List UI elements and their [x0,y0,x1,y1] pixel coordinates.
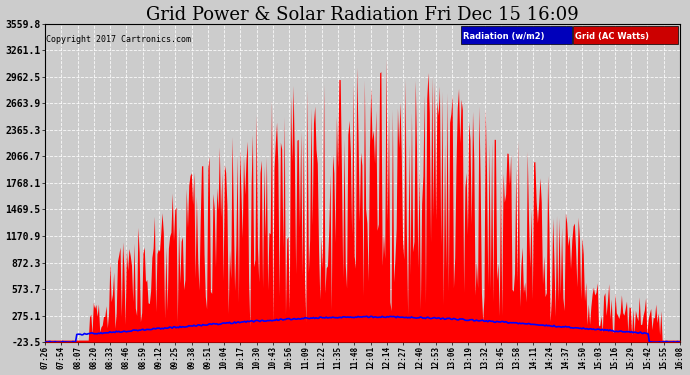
Title: Grid Power & Solar Radiation Fri Dec 15 16:09: Grid Power & Solar Radiation Fri Dec 15 … [146,6,579,24]
Text: Radiation (w/m2): Radiation (w/m2) [463,32,544,40]
Text: Copyright 2017 Cartronics.com: Copyright 2017 Cartronics.com [46,35,191,44]
Bar [573,26,678,44]
Text: Grid (AC Watts): Grid (AC Watts) [575,32,649,40]
Bar [461,26,572,44]
